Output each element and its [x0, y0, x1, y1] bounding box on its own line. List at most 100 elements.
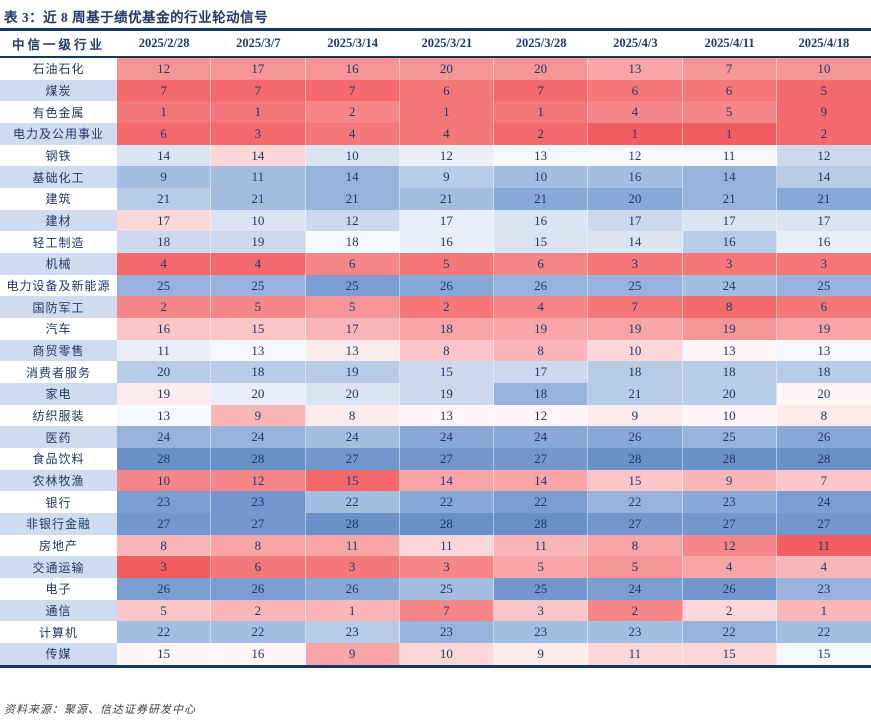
heatmap-cell: 28: [588, 448, 683, 470]
table-row: 电子 26 26 26 25 25 24 26 23: [0, 578, 871, 600]
title-divider: [0, 28, 871, 31]
heatmap-cell: 14: [211, 144, 306, 167]
table-row: 食品饮料 28 28 27 27 27 28 28 28: [0, 448, 871, 470]
heatmap-cell: 16: [117, 318, 212, 340]
heatmap-cell: 27: [399, 448, 494, 470]
heatmap-cell: 22: [588, 491, 683, 514]
heatmap-cell: 1: [588, 123, 683, 145]
heatmap-cell: 8: [305, 404, 400, 427]
heatmap-cell: 13: [682, 339, 777, 362]
table-row: 国防军工 2 5 5 2 4 7 8 6: [0, 296, 871, 319]
heatmap-cell: 13: [494, 144, 589, 167]
heatmap-cell: 21: [399, 188, 494, 210]
industry-label: 煤炭: [0, 79, 117, 102]
heatmap-cell: 16: [494, 209, 589, 232]
heatmap-cell: 28: [211, 448, 306, 470]
heatmap-cell: 27: [494, 448, 589, 470]
heatmap-cell: 17: [117, 209, 212, 232]
industry-label: 家电: [0, 383, 117, 405]
heatmap-cell: 11: [211, 166, 306, 189]
heatmap-cell: 23: [399, 621, 494, 644]
heatmap-cell: 22: [682, 621, 777, 644]
heatmap-cell: 3: [588, 253, 683, 275]
heatmap-cell: 23: [588, 621, 683, 644]
heatmap-cell: 25: [399, 578, 494, 600]
heatmap-cell: 28: [776, 448, 871, 470]
heatmap-cell: 1: [776, 599, 871, 622]
heatmap-cell: 5: [305, 296, 400, 319]
heatmap-cell: 2: [494, 123, 589, 145]
column-header: 2025/3/21: [421, 36, 473, 50]
heatmap-cell: 23: [305, 621, 400, 644]
heatmap-cell: 22: [494, 491, 589, 514]
heatmap-cell: 25: [305, 274, 400, 297]
heatmap-cell: 4: [494, 296, 589, 319]
industry-label: 通信: [0, 599, 117, 622]
heatmap-cell: 18: [588, 361, 683, 384]
industry-label: 建筑: [0, 188, 117, 210]
heatmap-cell: 26: [399, 274, 494, 297]
heatmap-cell: 23: [776, 578, 871, 600]
table-row: 银行 23 23 22 22 22 22 23 24: [0, 491, 871, 514]
heatmap-cell: 1: [117, 101, 212, 124]
heatmap-cell: 12: [682, 534, 777, 557]
heatmap-cell: 8: [682, 296, 777, 319]
table-row: 有色金属 1 1 2 1 1 4 5 9: [0, 101, 871, 124]
heatmap-cell: 17: [305, 318, 400, 340]
heatmap-cell: 5: [399, 253, 494, 275]
industry-label: 电力设备及新能源: [0, 274, 117, 297]
heatmap-cell: 26: [776, 426, 871, 449]
heatmap-cell: 19: [776, 318, 871, 340]
heatmap-cell: 21: [494, 188, 589, 210]
industry-label: 非银行金融: [0, 513, 117, 535]
industry-label: 钢铁: [0, 144, 117, 167]
heatmap-table: 石油石化 12 17 16 20 20 13 7 10 煤炭 7 7 7 6 7 6 6 5 有色金属 1 1 2 1 1 4 5…: [0, 58, 871, 665]
heatmap-cell: 19: [117, 383, 212, 405]
heatmap-cell: 9: [117, 166, 212, 189]
heatmap-cell: 14: [399, 469, 494, 492]
column-header: 2025/4/3: [613, 36, 658, 50]
industry-label: 电子: [0, 578, 117, 600]
heatmap-cell: 19: [494, 318, 589, 340]
heatmap-cell: 1: [494, 101, 589, 124]
heatmap-cell: 15: [776, 643, 871, 665]
table-row: 房地产 8 8 11 11 11 8 12 11: [0, 534, 871, 557]
heatmap-cell: 27: [682, 513, 777, 535]
heatmap-cell: 9: [776, 101, 871, 124]
heatmap-cell: 24: [399, 426, 494, 449]
table-row: 钢铁 14 14 10 12 13 12 11 12: [0, 144, 871, 167]
heatmap-cell: 10: [588, 339, 683, 362]
table-row: 汽车 16 15 17 18 19 19 19 19: [0, 318, 871, 340]
industry-label: 房地产: [0, 534, 117, 557]
heatmap-cell: 5: [776, 79, 871, 102]
heatmap-cell: 3: [682, 253, 777, 275]
heatmap-cell: 6: [305, 253, 400, 275]
heatmap-cell: 2: [588, 599, 683, 622]
heatmap-cell: 20: [117, 361, 212, 384]
heatmap-cell: 10: [399, 643, 494, 665]
heatmap-cell: 16: [399, 231, 494, 254]
heatmap-cell: 10: [211, 209, 306, 232]
heatmap-cell: 24: [305, 426, 400, 449]
heatmap-cell: 9: [494, 643, 589, 665]
heatmap-cell: 16: [682, 231, 777, 254]
heatmap-cell: 20: [682, 383, 777, 405]
heatmap-cell: 24: [588, 578, 683, 600]
heatmap-cell: 1: [305, 599, 400, 622]
column-header: 2025/4/11: [704, 36, 755, 50]
table-row: 传媒 15 16 9 10 9 11 15 15: [0, 643, 871, 665]
heatmap-cell: 20: [399, 58, 494, 80]
heatmap-cell: 25: [776, 274, 871, 297]
heatmap-cell: 5: [588, 556, 683, 579]
heatmap-cell: 27: [117, 513, 212, 535]
heatmap-cell: 28: [117, 448, 212, 470]
heatmap-cell: 11: [399, 534, 494, 557]
heatmap-cell: 18: [399, 318, 494, 340]
table-row: 商贸零售 11 13 13 8 8 10 13 13: [0, 339, 871, 362]
heatmap-cell: 28: [399, 513, 494, 535]
heatmap-cell: 12: [588, 144, 683, 167]
heatmap-cell: 25: [117, 274, 212, 297]
industry-label: 传媒: [0, 643, 117, 665]
heatmap-cell: 13: [211, 339, 306, 362]
column-header: 2025/4/18: [798, 36, 850, 50]
